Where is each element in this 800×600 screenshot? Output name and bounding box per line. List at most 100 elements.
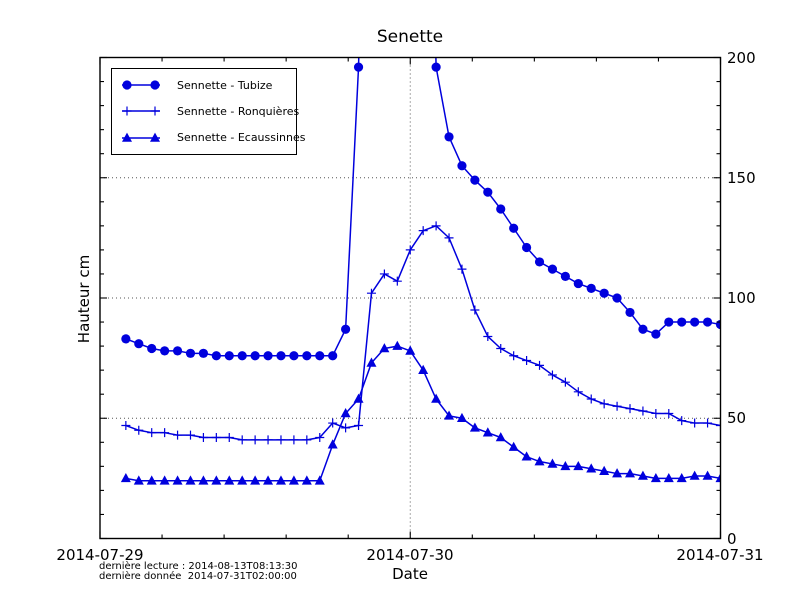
series-line-sennette-ronqui-res [125,225,721,441]
plus-marker-icon [651,408,661,418]
plus-marker-icon [625,404,635,414]
x-axis-label: Date [392,565,428,583]
legend-item-tubize: Sennette - Tubize [112,72,296,98]
circle-marker-icon [483,187,493,197]
plus-marker-icon [431,221,441,231]
plus-marker-icon [160,428,170,438]
triangle-marker-icon [715,472,721,483]
circle-marker-icon [211,351,221,361]
plus-marker-icon [150,106,160,116]
legend-label-tubize: Sennette - Tubize [177,78,273,92]
triangle-marker-icon [444,410,455,420]
plus-marker-icon [457,264,467,274]
plus-marker-icon [224,432,234,442]
plus-marker-icon [289,435,299,445]
legend-label-ronquieres: Sennette - Ronquières [177,104,300,118]
plus-marker-icon [703,418,713,428]
plus-marker-icon [185,430,195,440]
footnote-last-data: dernière donnée 2014-07-31T02:00:00 [99,571,297,582]
plus-marker-icon [341,423,351,433]
legend-label-ecaussinnes: Sennette - Ecaussinnes [177,131,306,145]
circle-marker-icon [134,339,144,349]
triangle-marker-icon [431,393,442,403]
footnotes: dernière lecture : 2014-08-13T08:13:30 d… [99,562,298,582]
triangle-marker-icon [405,345,416,355]
triangle-marker-icon [521,451,532,461]
plus-marker-icon [392,276,402,286]
circle-marker-icon [289,351,299,361]
plus-marker-icon [483,331,493,341]
circle-marker-icon [263,351,273,361]
circle-marker-icon [496,204,506,214]
circle-marker-icon [150,80,160,90]
triangle-marker-icon [185,475,196,485]
y-tick-label: 200 [727,48,756,67]
triangle-marker-icon [560,460,571,471]
triangle-marker-icon [301,475,312,485]
circle-marker-icon [612,293,622,303]
triangle-marker-icon [237,475,248,485]
circle-marker-icon [302,351,312,361]
circle-marker-icon [702,317,713,327]
plus-marker-icon [586,394,596,404]
legend-sample-triangle-icon [122,132,160,142]
triangle-marker-icon [495,432,506,442]
circle-marker-icon [444,132,454,142]
plus-marker-icon [599,399,609,409]
plus-marker-icon [121,420,131,430]
series-sennette-ecaussinnes [120,340,721,485]
triangle-marker-icon [689,470,700,480]
triangle-marker-icon [120,472,131,483]
plus-marker-icon [496,344,506,354]
legend-sample-plus-icon [122,106,160,116]
legend-sample-circle-icon [122,80,160,90]
circle-marker-icon [625,307,635,318]
triangle-marker-icon [625,468,636,478]
x-tick-label: 2014-07-30 [366,546,454,564]
circle-marker-icon [586,283,596,293]
circle-marker-icon [122,80,132,90]
plus-marker-icon [276,435,286,445]
triangle-marker-icon [379,343,390,353]
y-tick-label: 100 [727,289,756,307]
plus-marker-icon [237,435,247,445]
footnote-last-reading: dernière lecture : 2014-08-13T08:13:30 [99,561,298,572]
triangle-marker-icon [586,463,597,473]
plus-marker-icon [522,356,532,366]
plus-marker-icon [664,408,674,418]
plus-marker-icon [328,418,338,428]
triangle-marker-icon [637,470,648,480]
plus-marker-icon [379,269,389,279]
circle-marker-icon [457,161,467,171]
plus-marker-icon [250,435,260,445]
triangle-marker-icon [172,475,183,485]
plus-marker-icon [354,420,364,430]
triangle-marker-icon [150,132,160,142]
plus-marker-icon [315,432,325,442]
plus-marker-icon [444,233,454,243]
triangle-marker-icon [663,472,674,483]
series-sennette-tubize [121,57,721,361]
circle-marker-icon [147,343,157,354]
circle-marker-icon [638,324,648,334]
plus-marker-icon [173,430,183,440]
triangle-marker-icon [211,475,222,485]
triangle-marker-icon [314,475,325,485]
legend-item-ecaussinnes: Sennette - Ecaussinnes [112,125,306,151]
circle-marker-icon [353,62,364,72]
triangle-marker-icon [612,468,623,478]
circle-marker-icon [677,317,687,327]
triangle-marker-icon [469,422,480,432]
plus-marker-icon [405,245,415,255]
y-tick-label: 0 [727,529,737,548]
plus-marker-icon [547,370,557,380]
triangle-marker-icon [366,357,377,367]
circle-marker-icon [160,346,170,356]
y-tick-label: 50 [727,409,747,428]
triangle-marker-icon [456,412,467,423]
triangle-marker-icon [159,475,170,485]
plus-marker-icon [573,387,583,397]
triangle-marker-icon [508,441,519,451]
